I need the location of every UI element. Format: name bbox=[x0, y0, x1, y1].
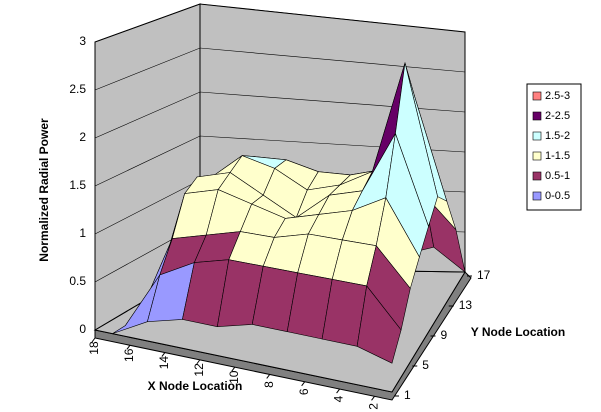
x-tick-label: 6 bbox=[297, 388, 311, 395]
x-tick-label: 2 bbox=[367, 403, 381, 410]
x-tick bbox=[336, 388, 340, 394]
grid-line bbox=[94, 3, 466, 43]
x-tick bbox=[196, 359, 201, 365]
z-tick-label: 1 bbox=[79, 226, 86, 240]
legend-swatch bbox=[532, 151, 542, 161]
y-tick-label: 17 bbox=[477, 268, 491, 282]
legend-swatch bbox=[532, 111, 542, 121]
y-tick-label: 5 bbox=[422, 358, 429, 372]
x-tick-label: 14 bbox=[157, 356, 171, 370]
z-tick-label: 0 bbox=[79, 322, 86, 336]
y-tick-label: 13 bbox=[459, 298, 473, 312]
z-tick-label: 2 bbox=[79, 130, 86, 144]
y-tick-label: 1 bbox=[404, 388, 411, 402]
grid-line bbox=[94, 91, 466, 139]
z-axis-title: Normalized Radial Power bbox=[37, 118, 51, 262]
legend-label: 1-1.5 bbox=[545, 150, 570, 162]
y-tick-label: 9 bbox=[441, 328, 448, 342]
grid-line bbox=[94, 135, 466, 187]
legend-box bbox=[526, 83, 582, 211]
x-tick-label: 18 bbox=[87, 341, 101, 355]
legend-label: 0-0.5 bbox=[545, 190, 570, 202]
legend-label: 2.5-3 bbox=[545, 90, 570, 102]
x-axis-title: X Node Location bbox=[148, 379, 243, 393]
y-axis-title: Y Node Location bbox=[471, 325, 565, 339]
z-tick-label: 2.5 bbox=[69, 82, 86, 96]
legend-label: 2-2.5 bbox=[545, 110, 570, 122]
surface bbox=[112, 61, 466, 364]
legend-swatch bbox=[532, 91, 542, 101]
z-tick-label: 1.5 bbox=[69, 178, 86, 192]
x-tick bbox=[301, 381, 306, 387]
x-tick bbox=[126, 344, 131, 350]
x-tick bbox=[91, 337, 96, 343]
x-tick-label: 16 bbox=[122, 348, 136, 362]
x-tick-label: 8 bbox=[262, 381, 276, 388]
legend-label: 1.5-2 bbox=[545, 130, 570, 142]
x-tick-label: 10 bbox=[227, 370, 241, 384]
z-tick-label: 3 bbox=[79, 34, 86, 48]
surface-cell bbox=[356, 285, 402, 364]
z-tick-label: 0.5 bbox=[69, 274, 86, 288]
x-tick-label: 12 bbox=[192, 363, 206, 377]
legend-swatch bbox=[532, 191, 542, 201]
x-tick bbox=[161, 352, 166, 357]
legend-swatch bbox=[532, 131, 542, 141]
x-tick bbox=[371, 396, 375, 401]
grid-line bbox=[94, 47, 466, 91]
x-tick bbox=[231, 366, 236, 372]
legend-label: 0.5-1 bbox=[545, 170, 570, 182]
x-tick-label: 4 bbox=[332, 395, 346, 402]
legend-swatch bbox=[532, 171, 542, 181]
x-tick bbox=[266, 374, 271, 379]
